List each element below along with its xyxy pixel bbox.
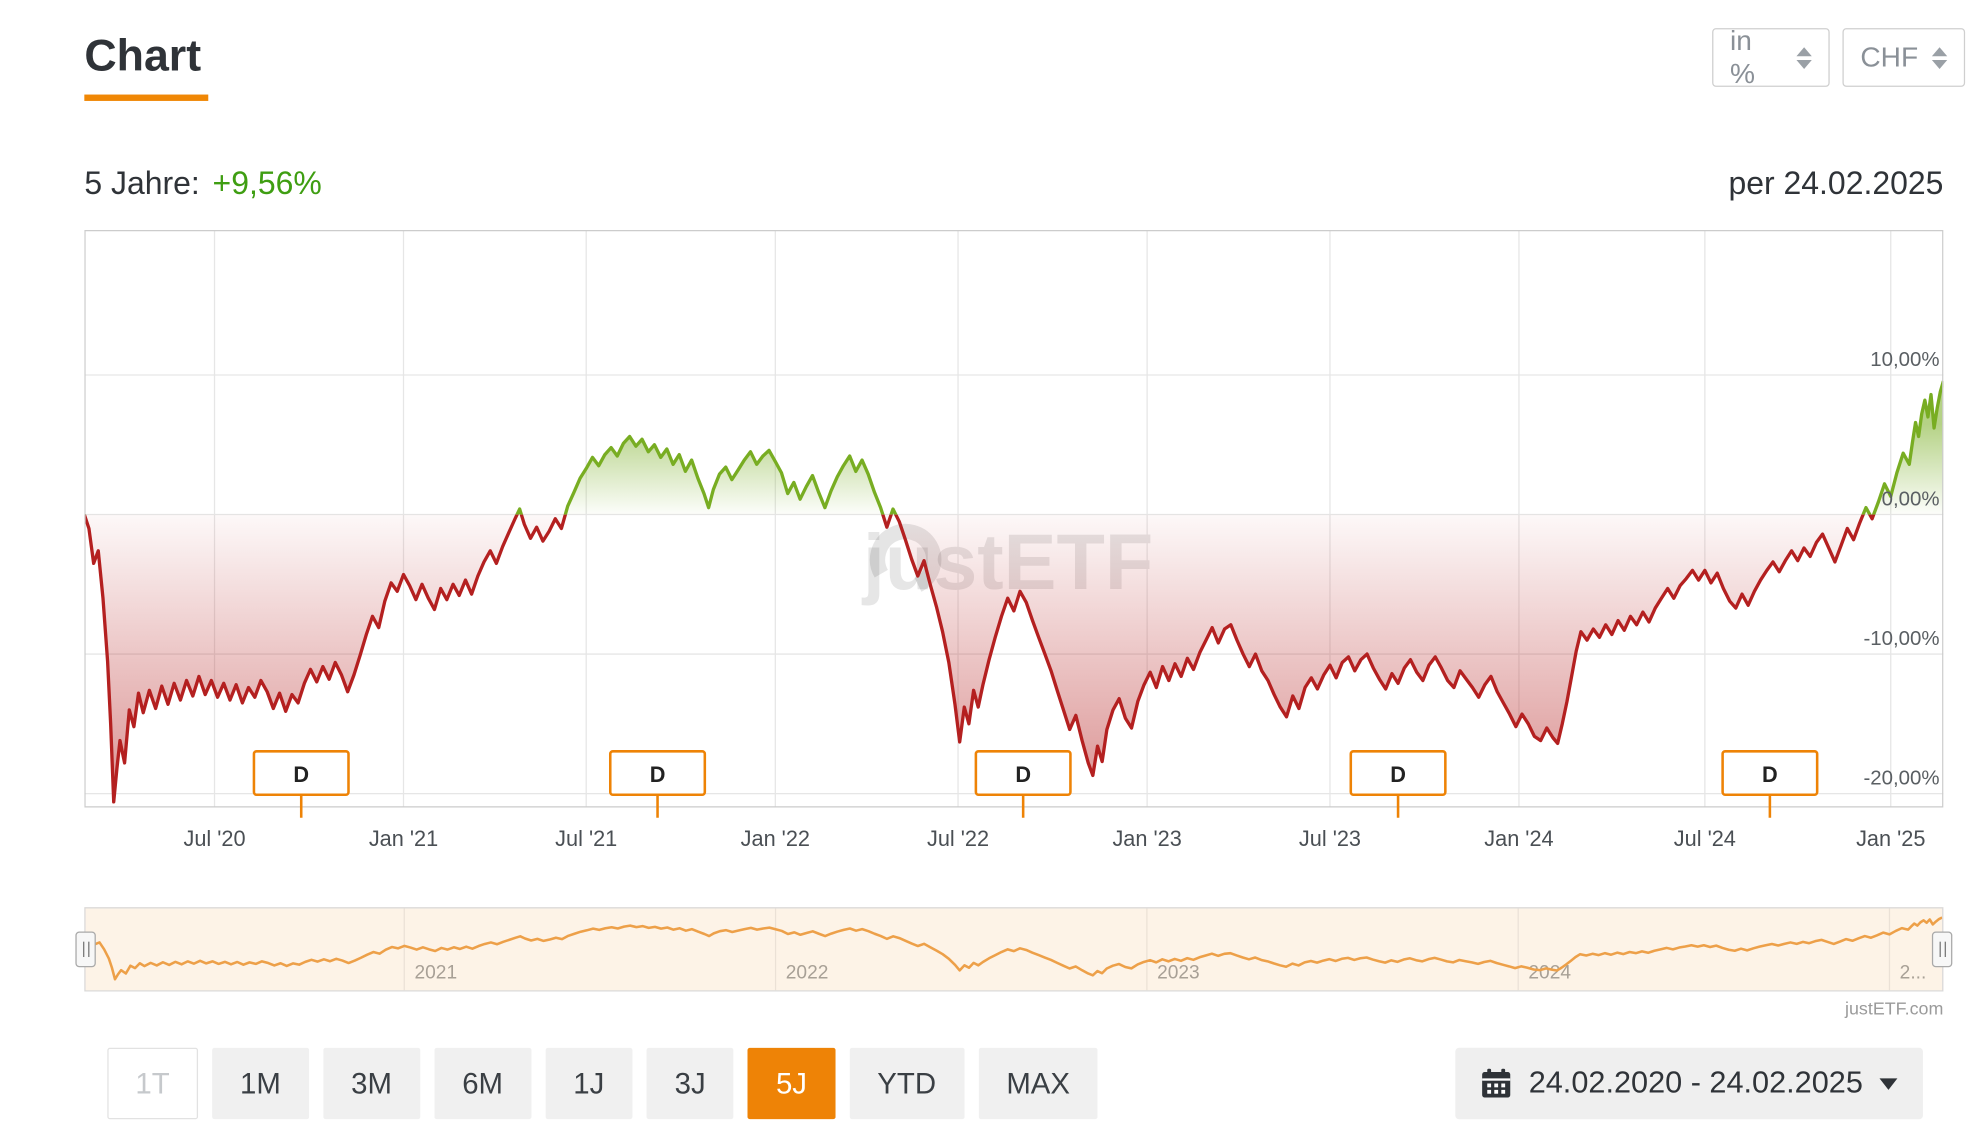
currency-select[interactable]: CHF — [1842, 28, 1966, 87]
navigator-year-label: 2023 — [1157, 963, 1200, 984]
sort-arrows-icon — [1931, 46, 1948, 69]
x-axis-label: Jul '24 — [1674, 826, 1736, 851]
range-button-1t: 1T — [107, 1047, 198, 1120]
range-buttons: 1T 1M 3M 6M 1J 3J 5J YTD MAX — [107, 1047, 1099, 1120]
range-button-max[interactable]: MAX — [978, 1047, 1099, 1120]
range-button-1j[interactable]: 1J — [545, 1047, 633, 1120]
y-axis-label: -10,00% — [1863, 627, 1939, 650]
navigator-left-handle[interactable] — [75, 931, 96, 968]
performance-chart: justETF DDDDD10,00%0,00%-10,00%-20,00%Ju… — [84, 229, 1944, 859]
navigator-year-label: 2... — [1900, 963, 1927, 984]
period-label: 5 Jahre: — [84, 166, 200, 202]
navigator-year-label: 2022 — [786, 963, 829, 984]
sort-arrows-icon — [1796, 46, 1812, 69]
y-axis-label: -20,00% — [1863, 767, 1939, 790]
page-title: Chart — [84, 30, 202, 81]
x-axis-label: Jul '20 — [183, 826, 245, 851]
navigator-svg[interactable]: 2021 2022 2023 2024 2... — [85, 908, 1943, 991]
navigator-right-handle[interactable] — [1931, 931, 1953, 968]
dividend-flag[interactable]: D — [608, 750, 707, 818]
unit-select[interactable]: in % — [1712, 24, 1830, 89]
period-return-value: +9,56% — [212, 166, 322, 202]
range-button-6m[interactable]: 6M — [434, 1047, 532, 1120]
range-button-5j[interactable]: 5J — [747, 1047, 836, 1120]
range-button-ytd[interactable]: YTD — [849, 1047, 965, 1120]
x-axis-label: Jan '23 — [1112, 826, 1181, 851]
svg-text:D: D — [1390, 762, 1406, 787]
range-button-3j[interactable]: 3J — [646, 1047, 734, 1120]
x-axis-label: Jan '22 — [741, 826, 810, 851]
y-axis-label: 0,00% — [1882, 488, 1940, 511]
dividend-flag[interactable]: D — [252, 750, 350, 818]
x-axis-label: Jul '22 — [927, 826, 989, 851]
svg-text:D: D — [293, 762, 309, 787]
x-axis-label: Jan '24 — [1484, 826, 1553, 851]
svg-text:D: D — [1762, 762, 1778, 787]
main-chart-svg: D D D D D 10,00% 0,00% -10,00% -20,00% Jul '20 Jan… — [84, 229, 1944, 851]
x-axis-label: Jul '21 — [555, 826, 617, 851]
y-axis-label: 10,00% — [1870, 348, 1939, 371]
calendar-icon — [1481, 1068, 1512, 1099]
range-button-3m[interactable]: 3M — [323, 1047, 421, 1120]
x-axis-label: Jan '25 — [1856, 826, 1925, 851]
date-range-value: 24.02.2020 - 24.02.2025 — [1528, 1065, 1863, 1101]
unit-select-value: in % — [1730, 24, 1756, 90]
dividend-flag[interactable]: D — [974, 750, 1072, 818]
svg-text:D: D — [1015, 762, 1031, 787]
caret-down-icon — [1879, 1077, 1898, 1090]
svg-text:D: D — [650, 762, 666, 787]
date-range-picker[interactable]: 24.02.2020 - 24.02.2025 — [1455, 1047, 1923, 1120]
navigator[interactable]: 2021 2022 2023 2024 2... — [75, 907, 1953, 992]
as-of-date: per 24.02.2025 — [1728, 166, 1944, 202]
dividend-flag[interactable]: D — [1721, 750, 1819, 818]
x-axis-label: Jul '23 — [1299, 826, 1361, 851]
x-axis-label: Jan '21 — [369, 826, 438, 851]
summary-row: 5 Jahre: +9,56% per 24.02.2025 — [84, 166, 1943, 203]
justetf-credit: justETF.com — [1844, 997, 1944, 1019]
navigator-year-label: 2021 — [414, 963, 457, 984]
range-button-1m[interactable]: 1M — [211, 1047, 309, 1120]
currency-select-value: CHF — [1860, 40, 1919, 73]
dividend-flag[interactable]: D — [1349, 750, 1447, 818]
title-underline — [84, 94, 209, 101]
